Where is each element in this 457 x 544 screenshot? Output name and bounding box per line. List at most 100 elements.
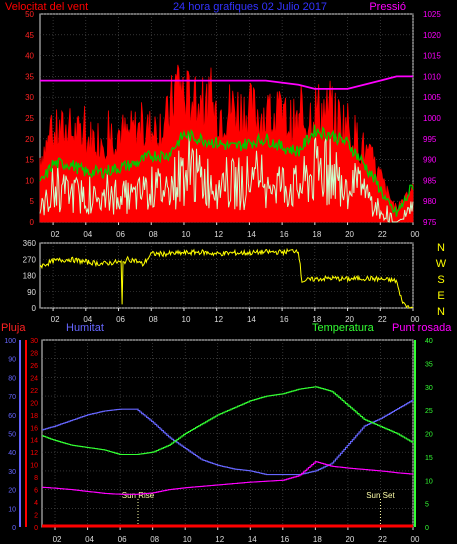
temperature-tick-label: 5 [425,502,429,509]
humidity-tick-label: 100 [4,338,16,345]
temperature-tick-label: 25 [425,408,433,415]
wind-pressure-chart: Velocitat del vent 24 hora grafiques 02 … [5,1,441,239]
humidity-tick-label: 0 [12,525,16,532]
x-tick-label: 00 [411,315,420,324]
wind-tick-label: 15 [25,156,34,165]
rain-tick-label: 26 [30,363,38,370]
direction-tick-label: 0 [32,304,37,313]
rain-tick-label: 8 [34,475,38,482]
x-tick-label: 22 [378,230,387,239]
dewpoint-axis-title: Punt rosada [392,322,452,334]
rain-tick-label: 2 [34,513,38,520]
humidity-tick-label: 70 [8,394,16,401]
x-tick-label: 20 [345,315,354,324]
humidity-tick-label: 20 [8,488,16,495]
chart-title: 24 hora grafiques 02 Julio 2017 [173,1,327,13]
temperature-axis-title: Temperatura [312,322,375,334]
rain-tick-label: 16 [30,425,38,432]
x-tick-label: 20 [345,230,354,239]
wind-tick-label: 50 [25,10,34,19]
x-tick-label: 14 [248,535,257,544]
wind-tick-label: 10 [25,176,34,185]
wind-tick-label: 25 [25,114,34,123]
x-tick-label: 06 [116,230,125,239]
temperature-tick-label: 0 [425,525,429,532]
x-tick-label: 04 [83,230,92,239]
x-tick-label: 00 [411,230,420,239]
rain-humidity-temperature-chart: Pluja Humitat Temperatura Punt rosada 0 1… [1,322,452,544]
x-tick-label: 20 [345,535,354,544]
rain-axis-title: Pluja [1,322,26,334]
direction-tick-label: 270 [23,255,37,264]
direction-tick-label: 90 [27,288,36,297]
x-tick-label: 12 [214,315,223,324]
humidity-tick-label: 60 [8,413,16,420]
x-tick-label: 02 [51,315,60,324]
rain-tick-label: 30 [30,338,38,345]
pressure-tick-label: 995 [423,135,437,144]
direction-tick-label: 180 [23,272,37,281]
x-tick-label: 10 [182,315,191,324]
rain-tick-label: 18 [30,413,38,420]
wind-tick-label: 40 [25,52,34,61]
pressure-tick-label: 1015 [423,52,441,61]
humidity-series [42,399,414,476]
wind-tick-label: 0 [30,218,35,227]
rain-tick-label: 4 [34,500,38,507]
compass-letter: N [437,306,445,318]
pressure-tick-label: 1025 [423,10,441,19]
x-tick-label: 04 [85,535,94,544]
min-wind-series [39,133,414,223]
humidity-tick-label: 40 [8,450,16,457]
compass-letter: S [437,274,444,286]
x-tick-label: 14 [247,315,256,324]
wind-tick-label: 5 [30,197,35,206]
pressure-tick-label: 1000 [423,114,441,123]
rain-tick-label: 28 [30,350,38,357]
x-tick-label: 18 [313,535,322,544]
pressure-tick-label: 980 [423,197,437,206]
x-tick-label: 22 [378,315,387,324]
x-tick-label: 22 [378,535,387,544]
pressure-tick-label: 1020 [423,31,441,40]
temperature-tick-label: 15 [425,455,433,462]
compass-letter: N [437,242,445,254]
sun-marker-label: Sun Set [366,491,395,500]
humidity-tick-label: 80 [8,375,16,382]
x-tick-label: 12 [215,535,224,544]
x-tick-label: 10 [182,230,191,239]
rain-tick-label: 6 [34,488,38,495]
rain-tick-label: 14 [30,438,38,445]
x-tick-label: 18 [312,315,321,324]
humidity-tick-label: 50 [8,432,16,439]
wind-tick-label: 45 [25,31,34,40]
x-tick-label: 16 [280,230,289,239]
temperature-tick-label: 30 [425,385,433,392]
humidity-tick-label: 30 [8,469,16,476]
temperature-series [42,386,414,456]
compass-letter: W [436,258,447,270]
wind-axis-title: Velocitat del vent [5,1,88,13]
sun-marker-label: Sun Rise [122,491,155,500]
x-tick-label: 16 [280,535,289,544]
direction-tick-label: 360 [23,239,37,248]
x-tick-label: 08 [149,230,158,239]
x-tick-label: 18 [312,230,321,239]
rain-tick-label: 20 [30,400,38,407]
wind-tick-label: 30 [25,93,34,102]
x-tick-label: 06 [116,315,125,324]
temperature-tick-label: 20 [425,432,433,439]
x-tick-label: 08 [150,535,159,544]
pressure-tick-label: 990 [423,156,437,165]
temperature-tick-label: 10 [425,478,433,485]
rain-tick-label: 24 [30,375,38,382]
x-tick-label: 12 [214,230,223,239]
x-tick-label: 02 [53,535,62,544]
humidity-tick-label: 90 [8,357,16,364]
x-tick-label: 02 [51,230,60,239]
pressure-series [40,75,413,90]
x-tick-label: 04 [83,315,92,324]
temperature-tick-label: 35 [425,361,433,368]
pressure-tick-label: 975 [423,218,437,227]
